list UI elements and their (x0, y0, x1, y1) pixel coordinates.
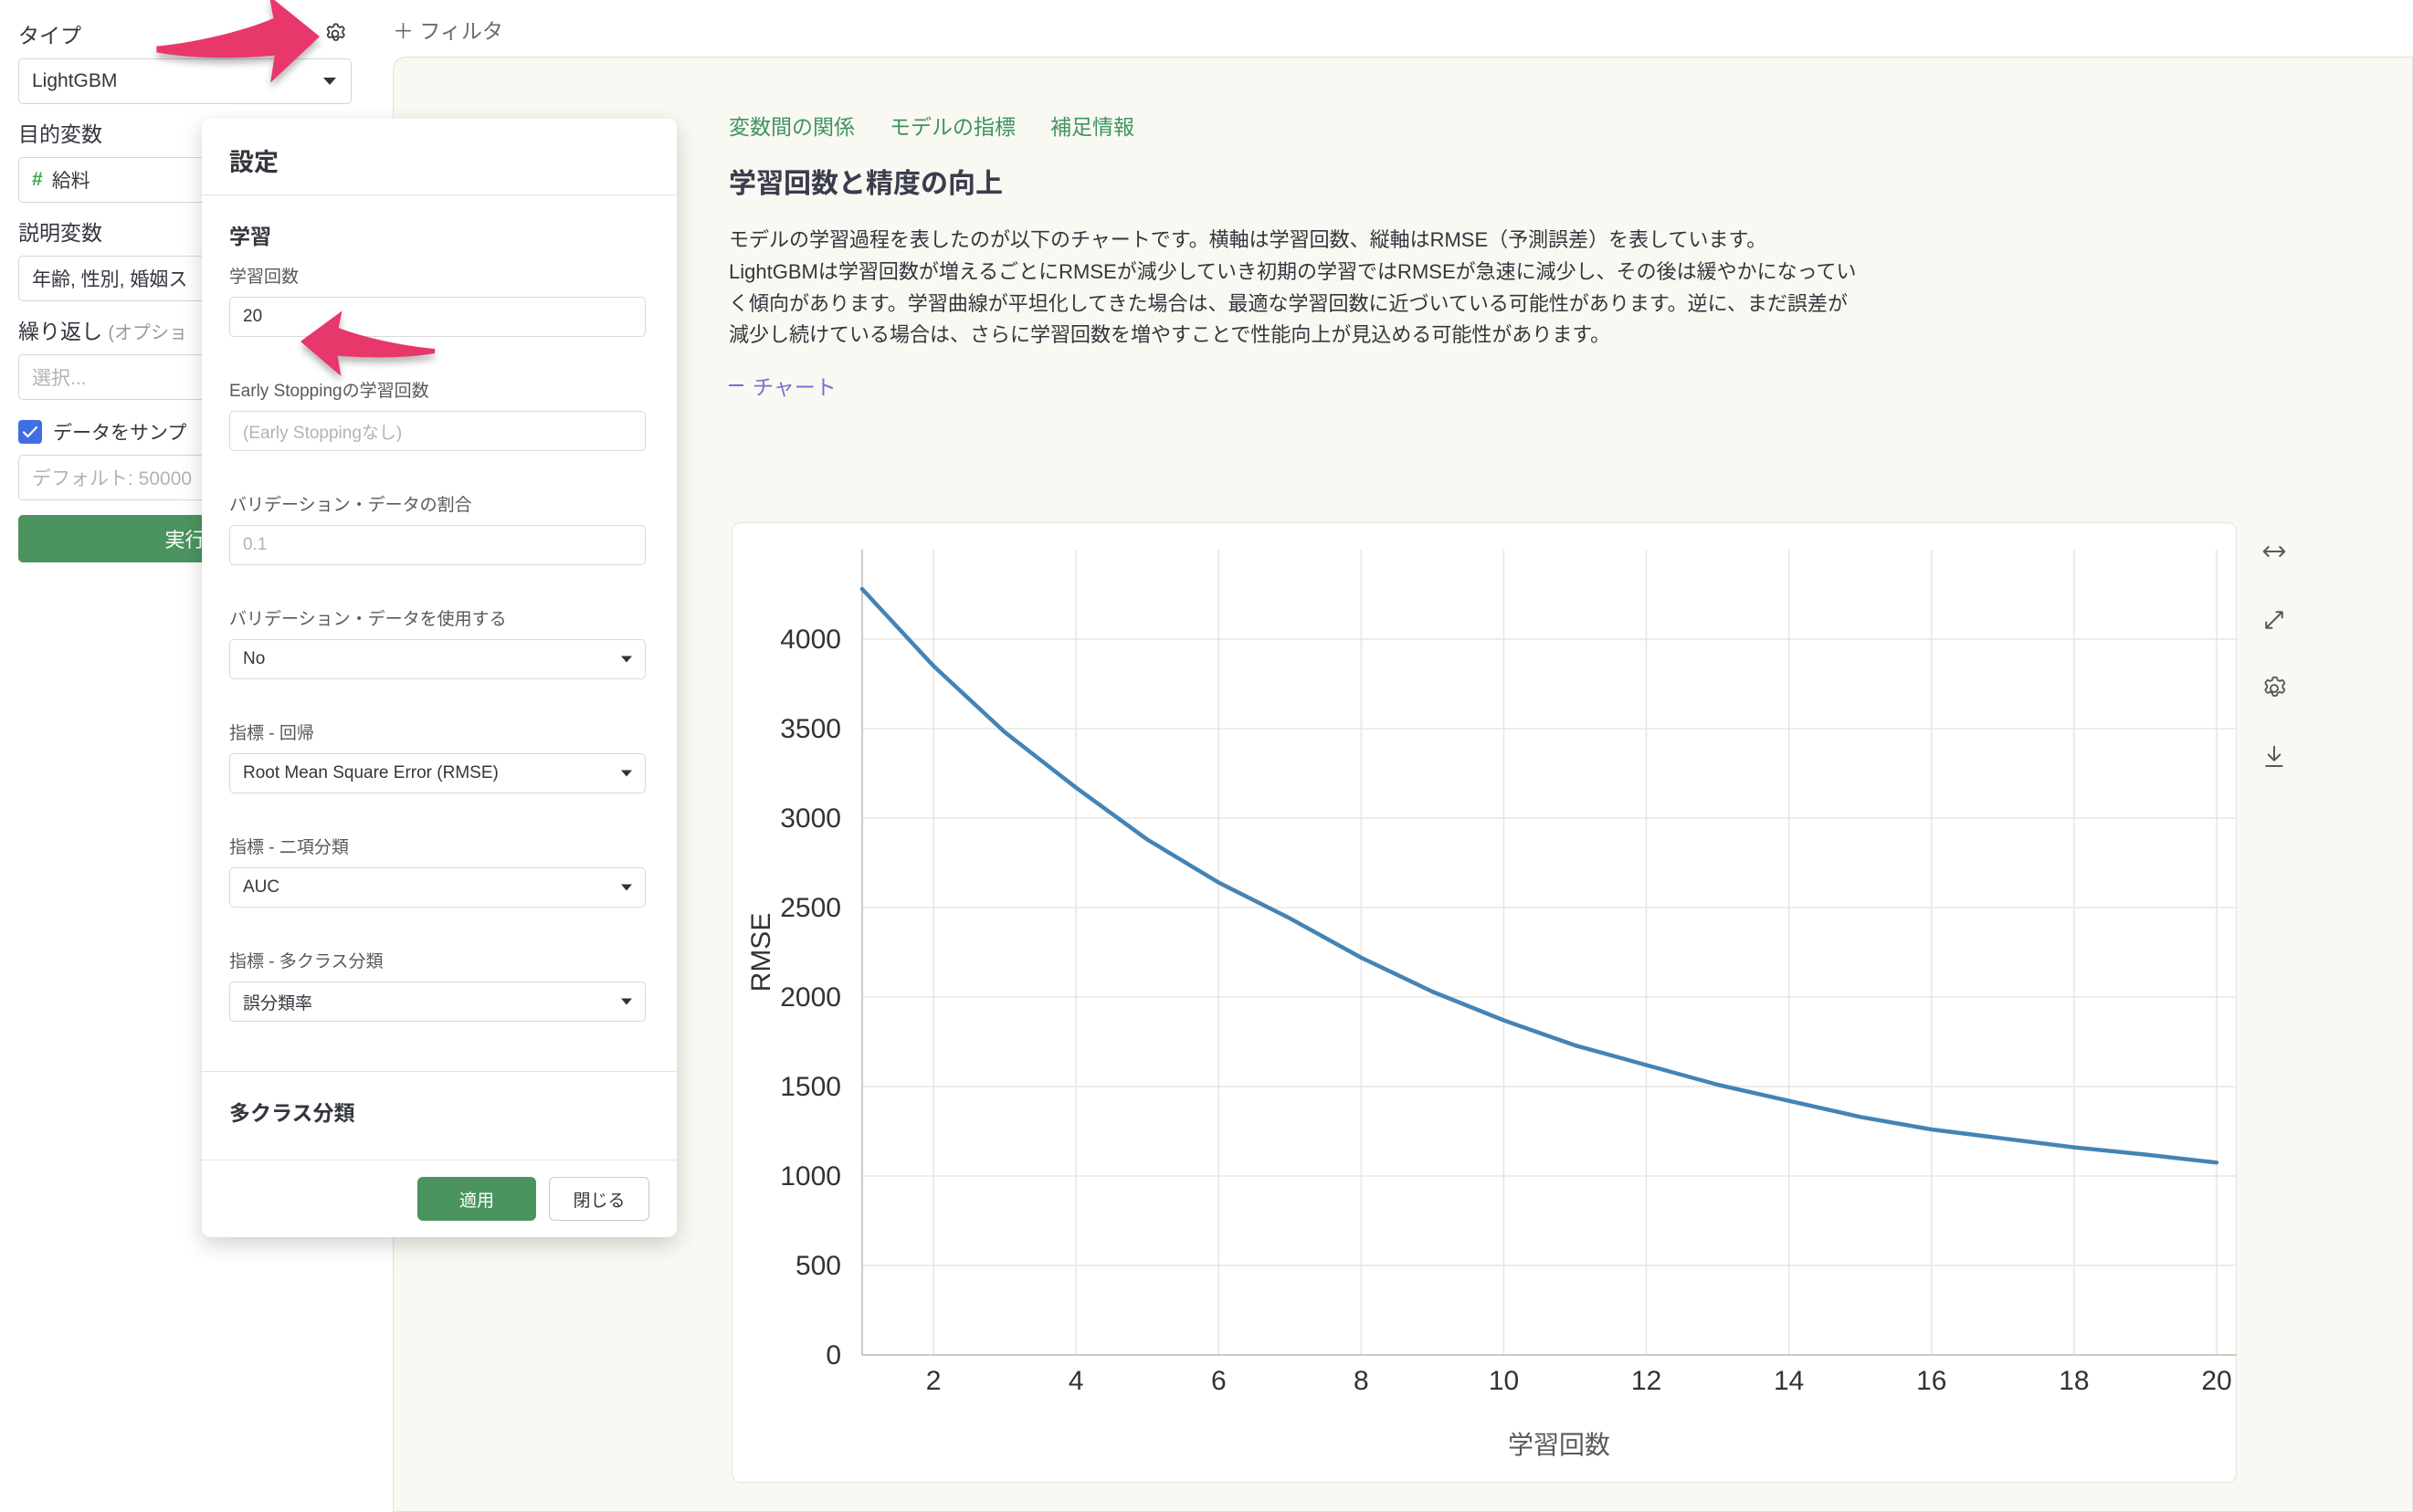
svg-text:20: 20 (2201, 1366, 2231, 1396)
svg-text:1000: 1000 (780, 1161, 841, 1192)
svg-text:10: 10 (1489, 1366, 1519, 1396)
svg-text:6: 6 (1211, 1366, 1227, 1396)
svg-text:RMSE: RMSE (746, 913, 776, 992)
svg-text:3000: 3000 (780, 803, 841, 834)
svg-text:2000: 2000 (780, 982, 841, 1013)
svg-text:16: 16 (1916, 1366, 1946, 1396)
svg-text:18: 18 (2059, 1366, 2089, 1396)
svg-text:8: 8 (1354, 1366, 1369, 1396)
svg-text:500: 500 (796, 1251, 841, 1281)
svg-text:1500: 1500 (780, 1072, 841, 1102)
svg-text:3500: 3500 (780, 714, 841, 744)
svg-text:2500: 2500 (780, 893, 841, 923)
svg-text:4000: 4000 (780, 625, 841, 655)
svg-text:2: 2 (926, 1366, 942, 1396)
svg-text:12: 12 (1631, 1366, 1661, 1396)
svg-text:学習回数: 学習回数 (1508, 1431, 1610, 1459)
svg-text:0: 0 (826, 1340, 841, 1370)
svg-text:14: 14 (1774, 1366, 1804, 1396)
svg-text:4: 4 (1069, 1366, 1084, 1396)
